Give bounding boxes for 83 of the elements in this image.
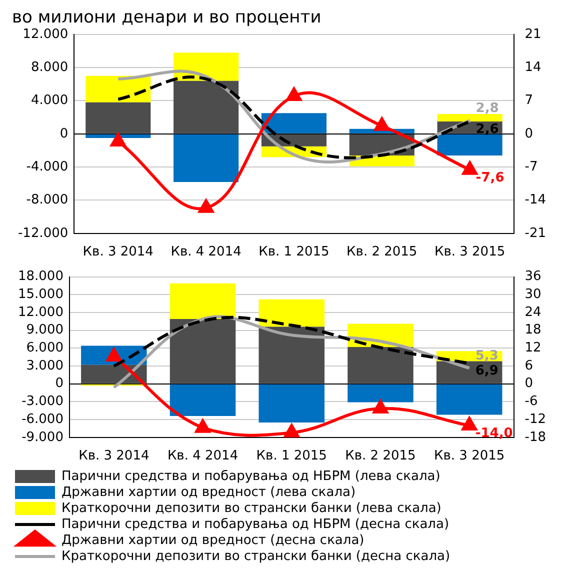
legend-label: Краткорочни депозити во странски банки (десна скала) <box>62 548 450 564</box>
bar <box>86 76 151 102</box>
bar <box>348 384 414 402</box>
y-tick-label: 15.000 <box>18 287 64 302</box>
y2-tick-label: 30 <box>524 287 542 302</box>
y2-tick-label: -7 <box>524 159 538 174</box>
y-tick-label: -6.000 <box>22 412 64 427</box>
bar <box>261 113 326 134</box>
y-tick-label: 0 <box>60 126 68 142</box>
x-tick-label: Кв. 3 2015 <box>434 244 506 260</box>
y2-tick-label: -6 <box>524 394 538 410</box>
bar <box>258 326 325 384</box>
y2-tick-label: 0 <box>524 376 534 392</box>
point <box>110 132 126 146</box>
point <box>374 117 390 131</box>
legend-label: Парични средства и побарувања од НБРМ (десна скала) <box>62 516 450 532</box>
x-tick-label: Кв. 4 2014 <box>170 244 242 260</box>
point <box>198 199 214 213</box>
bar <box>437 114 502 122</box>
y2-tick-label: -21 <box>524 226 546 241</box>
y-tick-label: 6.000 <box>26 340 64 356</box>
x-tick-label: Кв. 2 2015 <box>346 244 418 260</box>
x-tick-label: Кв. 1 2015 <box>256 448 327 464</box>
y2-tick-label: 7 <box>524 93 534 108</box>
y-tick-label: 18.000 <box>18 269 64 284</box>
bar <box>174 80 239 134</box>
y2-tick-label: -12 <box>524 412 546 427</box>
y2-tick-label: 36 <box>524 269 542 284</box>
legend-label: Краткорочни депозити во странски банки (лева скала) <box>62 500 442 516</box>
y2-tick-label: -18 <box>524 430 546 445</box>
y2-tick-label: 14 <box>524 60 542 75</box>
y-tick-label: 12.000 <box>22 26 68 42</box>
x-tick-label: Кв. 3 2015 <box>434 448 505 464</box>
bar <box>86 102 151 134</box>
data-label: 5,3 <box>475 348 498 364</box>
data-label: -14,0 <box>475 426 513 441</box>
bar <box>170 319 236 384</box>
x-tick-label: Кв. 2 2015 <box>345 448 416 464</box>
y2-tick-label: 6 <box>524 358 534 374</box>
data-label: 2,6 <box>476 122 499 137</box>
x-tick-label: Кв. 4 2014 <box>167 448 238 464</box>
y-tick-label: -3.000 <box>22 394 64 410</box>
y2-tick-label: 0 <box>524 126 534 142</box>
y-tick-label: -4.000 <box>26 159 68 174</box>
legend-label: Државни хартии од вредност (лева скала) <box>62 484 356 500</box>
bar <box>258 384 325 423</box>
bar <box>437 134 502 156</box>
data-label: -7,6 <box>476 170 504 186</box>
y-tick-label: 12.000 <box>18 304 64 320</box>
y-tick-label: 9.000 <box>26 322 64 338</box>
y-tick-label: 4.000 <box>30 93 68 108</box>
y-tick-label: -9.000 <box>22 430 64 445</box>
x-tick-label: Кв. 3 2014 <box>82 244 154 260</box>
point <box>462 161 478 175</box>
y-tick-label: -12.000 <box>18 226 68 241</box>
bar <box>436 384 502 415</box>
point <box>195 419 210 433</box>
bar <box>174 134 239 182</box>
bar <box>258 299 325 327</box>
point <box>372 400 388 414</box>
y2-tick-label: 18 <box>524 322 542 338</box>
point <box>284 424 300 438</box>
y2-tick-label: -14 <box>524 192 546 208</box>
data-label: 2,8 <box>476 101 499 116</box>
y-tick-label: 8.000 <box>30 60 68 75</box>
x-tick-label: Кв. 1 2015 <box>258 244 330 260</box>
y-tick-label: -8.000 <box>26 192 68 208</box>
y2-tick-label: 21 <box>524 26 542 42</box>
point <box>462 417 477 431</box>
point <box>286 87 302 101</box>
legend-label: Парични средства и побарувања од НБРМ (лева скала) <box>62 468 440 484</box>
y-tick-label: 0 <box>55 376 64 392</box>
bar <box>170 384 236 416</box>
point <box>106 348 122 362</box>
y2-tick-label: 24 <box>524 304 542 320</box>
x-tick-label: Кв. 3 2014 <box>78 448 150 464</box>
y-tick-label: 3.000 <box>26 358 64 374</box>
bar <box>170 283 236 320</box>
bar <box>348 346 414 384</box>
legend-label: Државни хартии од вредност (десна скала) <box>62 532 364 548</box>
y2-tick-label: 12 <box>524 340 542 356</box>
chart-title: во милиони денари и во проценти <box>12 8 322 28</box>
data-label: 6,9 <box>475 364 498 379</box>
